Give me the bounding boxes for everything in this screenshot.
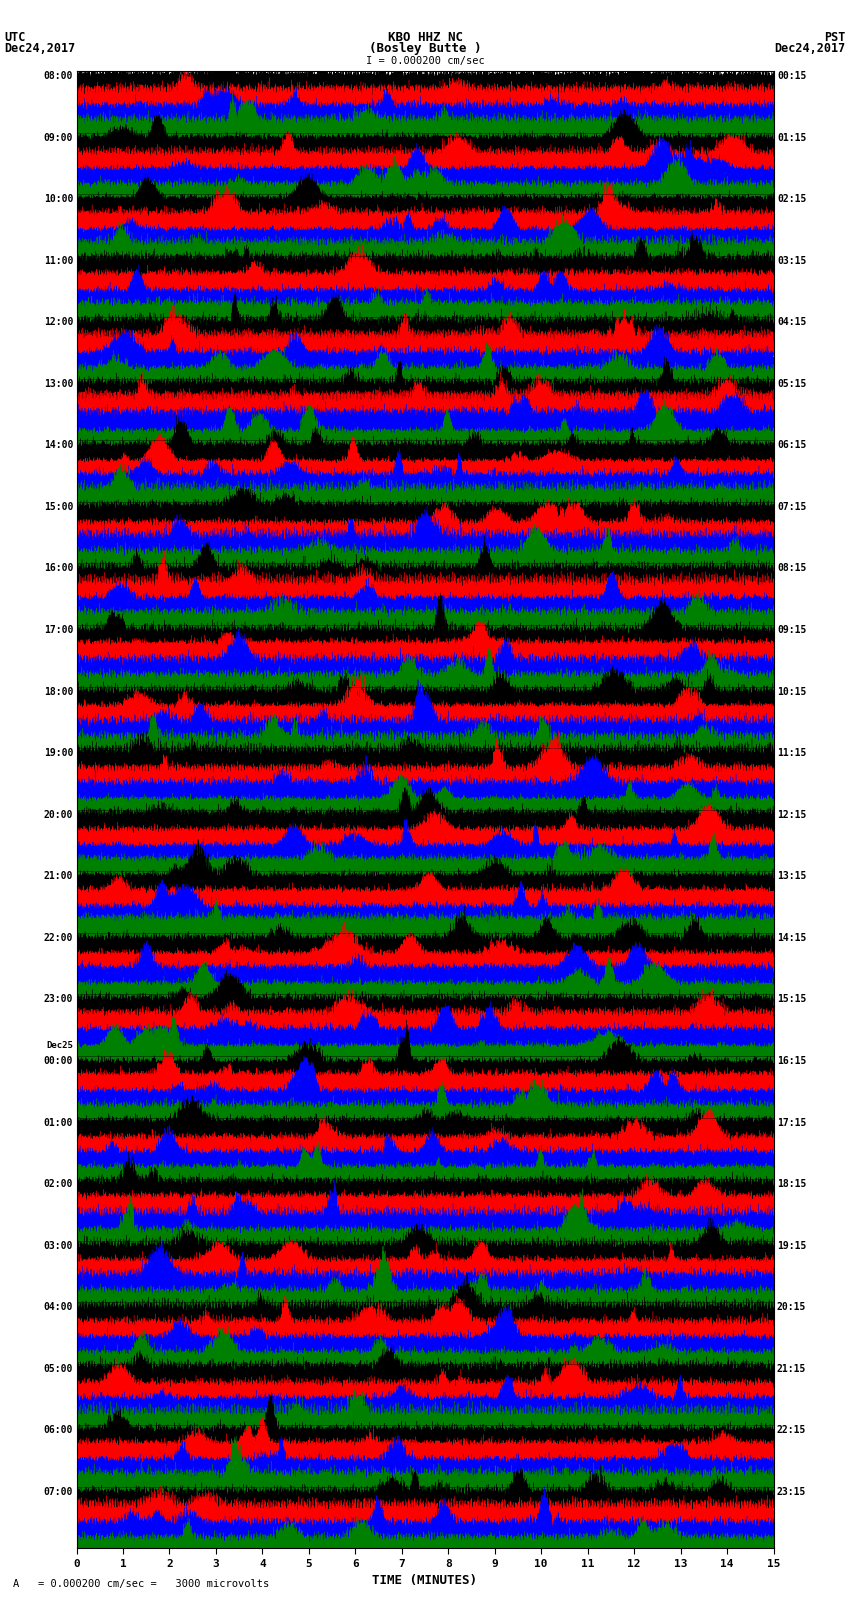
Text: 15:00: 15:00 (43, 502, 73, 511)
Text: 02:15: 02:15 (777, 194, 807, 205)
Text: 16:15: 16:15 (777, 1057, 807, 1066)
Text: 22:15: 22:15 (777, 1426, 807, 1436)
Text: 02:00: 02:00 (43, 1179, 73, 1189)
Text: 12:15: 12:15 (777, 810, 807, 819)
Text: 01:15: 01:15 (777, 132, 807, 142)
Text: 11:15: 11:15 (777, 748, 807, 758)
Text: 00:00: 00:00 (43, 1057, 73, 1066)
X-axis label: TIME (MINUTES): TIME (MINUTES) (372, 1574, 478, 1587)
Text: 12:00: 12:00 (43, 318, 73, 327)
Text: 01:00: 01:00 (43, 1118, 73, 1127)
Text: 05:15: 05:15 (777, 379, 807, 389)
Text: 10:00: 10:00 (43, 194, 73, 205)
Text: UTC: UTC (4, 31, 26, 44)
Text: 22:00: 22:00 (43, 932, 73, 944)
Text: 21:15: 21:15 (777, 1365, 807, 1374)
Text: 07:00: 07:00 (43, 1487, 73, 1497)
Text: 06:15: 06:15 (777, 440, 807, 450)
Text: 19:15: 19:15 (777, 1240, 807, 1250)
Text: 17:15: 17:15 (777, 1118, 807, 1127)
Text: 20:00: 20:00 (43, 810, 73, 819)
Text: 13:15: 13:15 (777, 871, 807, 881)
Text: 17:00: 17:00 (43, 626, 73, 636)
Text: A   = 0.000200 cm/sec =   3000 microvolts: A = 0.000200 cm/sec = 3000 microvolts (13, 1579, 269, 1589)
Text: Dec24,2017: Dec24,2017 (774, 42, 846, 55)
Text: 14:15: 14:15 (777, 932, 807, 944)
Text: 15:15: 15:15 (777, 994, 807, 1005)
Text: 23:15: 23:15 (777, 1487, 807, 1497)
Text: Dec25: Dec25 (46, 1040, 73, 1050)
Text: 04:15: 04:15 (777, 318, 807, 327)
Text: (Bosley Butte ): (Bosley Butte ) (369, 42, 481, 55)
Text: 08:00: 08:00 (43, 71, 73, 81)
Text: Dec24,2017: Dec24,2017 (4, 42, 76, 55)
Text: 07:15: 07:15 (777, 502, 807, 511)
Text: 16:00: 16:00 (43, 563, 73, 574)
Text: KBO HHZ NC: KBO HHZ NC (388, 31, 462, 44)
Text: 10:15: 10:15 (777, 687, 807, 697)
Text: 00:15: 00:15 (777, 71, 807, 81)
Text: 20:15: 20:15 (777, 1302, 807, 1313)
Text: 08:15: 08:15 (777, 563, 807, 574)
Text: 18:15: 18:15 (777, 1179, 807, 1189)
Text: 09:15: 09:15 (777, 626, 807, 636)
Text: 03:15: 03:15 (777, 255, 807, 266)
Text: 23:00: 23:00 (43, 994, 73, 1005)
Text: 13:00: 13:00 (43, 379, 73, 389)
Text: 14:00: 14:00 (43, 440, 73, 450)
Text: 21:00: 21:00 (43, 871, 73, 881)
Text: 18:00: 18:00 (43, 687, 73, 697)
Text: PST: PST (824, 31, 846, 44)
Text: 19:00: 19:00 (43, 748, 73, 758)
Text: 05:00: 05:00 (43, 1365, 73, 1374)
Text: 04:00: 04:00 (43, 1302, 73, 1313)
Text: I = 0.000200 cm/sec: I = 0.000200 cm/sec (366, 56, 484, 66)
Text: 06:00: 06:00 (43, 1426, 73, 1436)
Text: 03:00: 03:00 (43, 1240, 73, 1250)
Text: 11:00: 11:00 (43, 255, 73, 266)
Text: 09:00: 09:00 (43, 132, 73, 142)
